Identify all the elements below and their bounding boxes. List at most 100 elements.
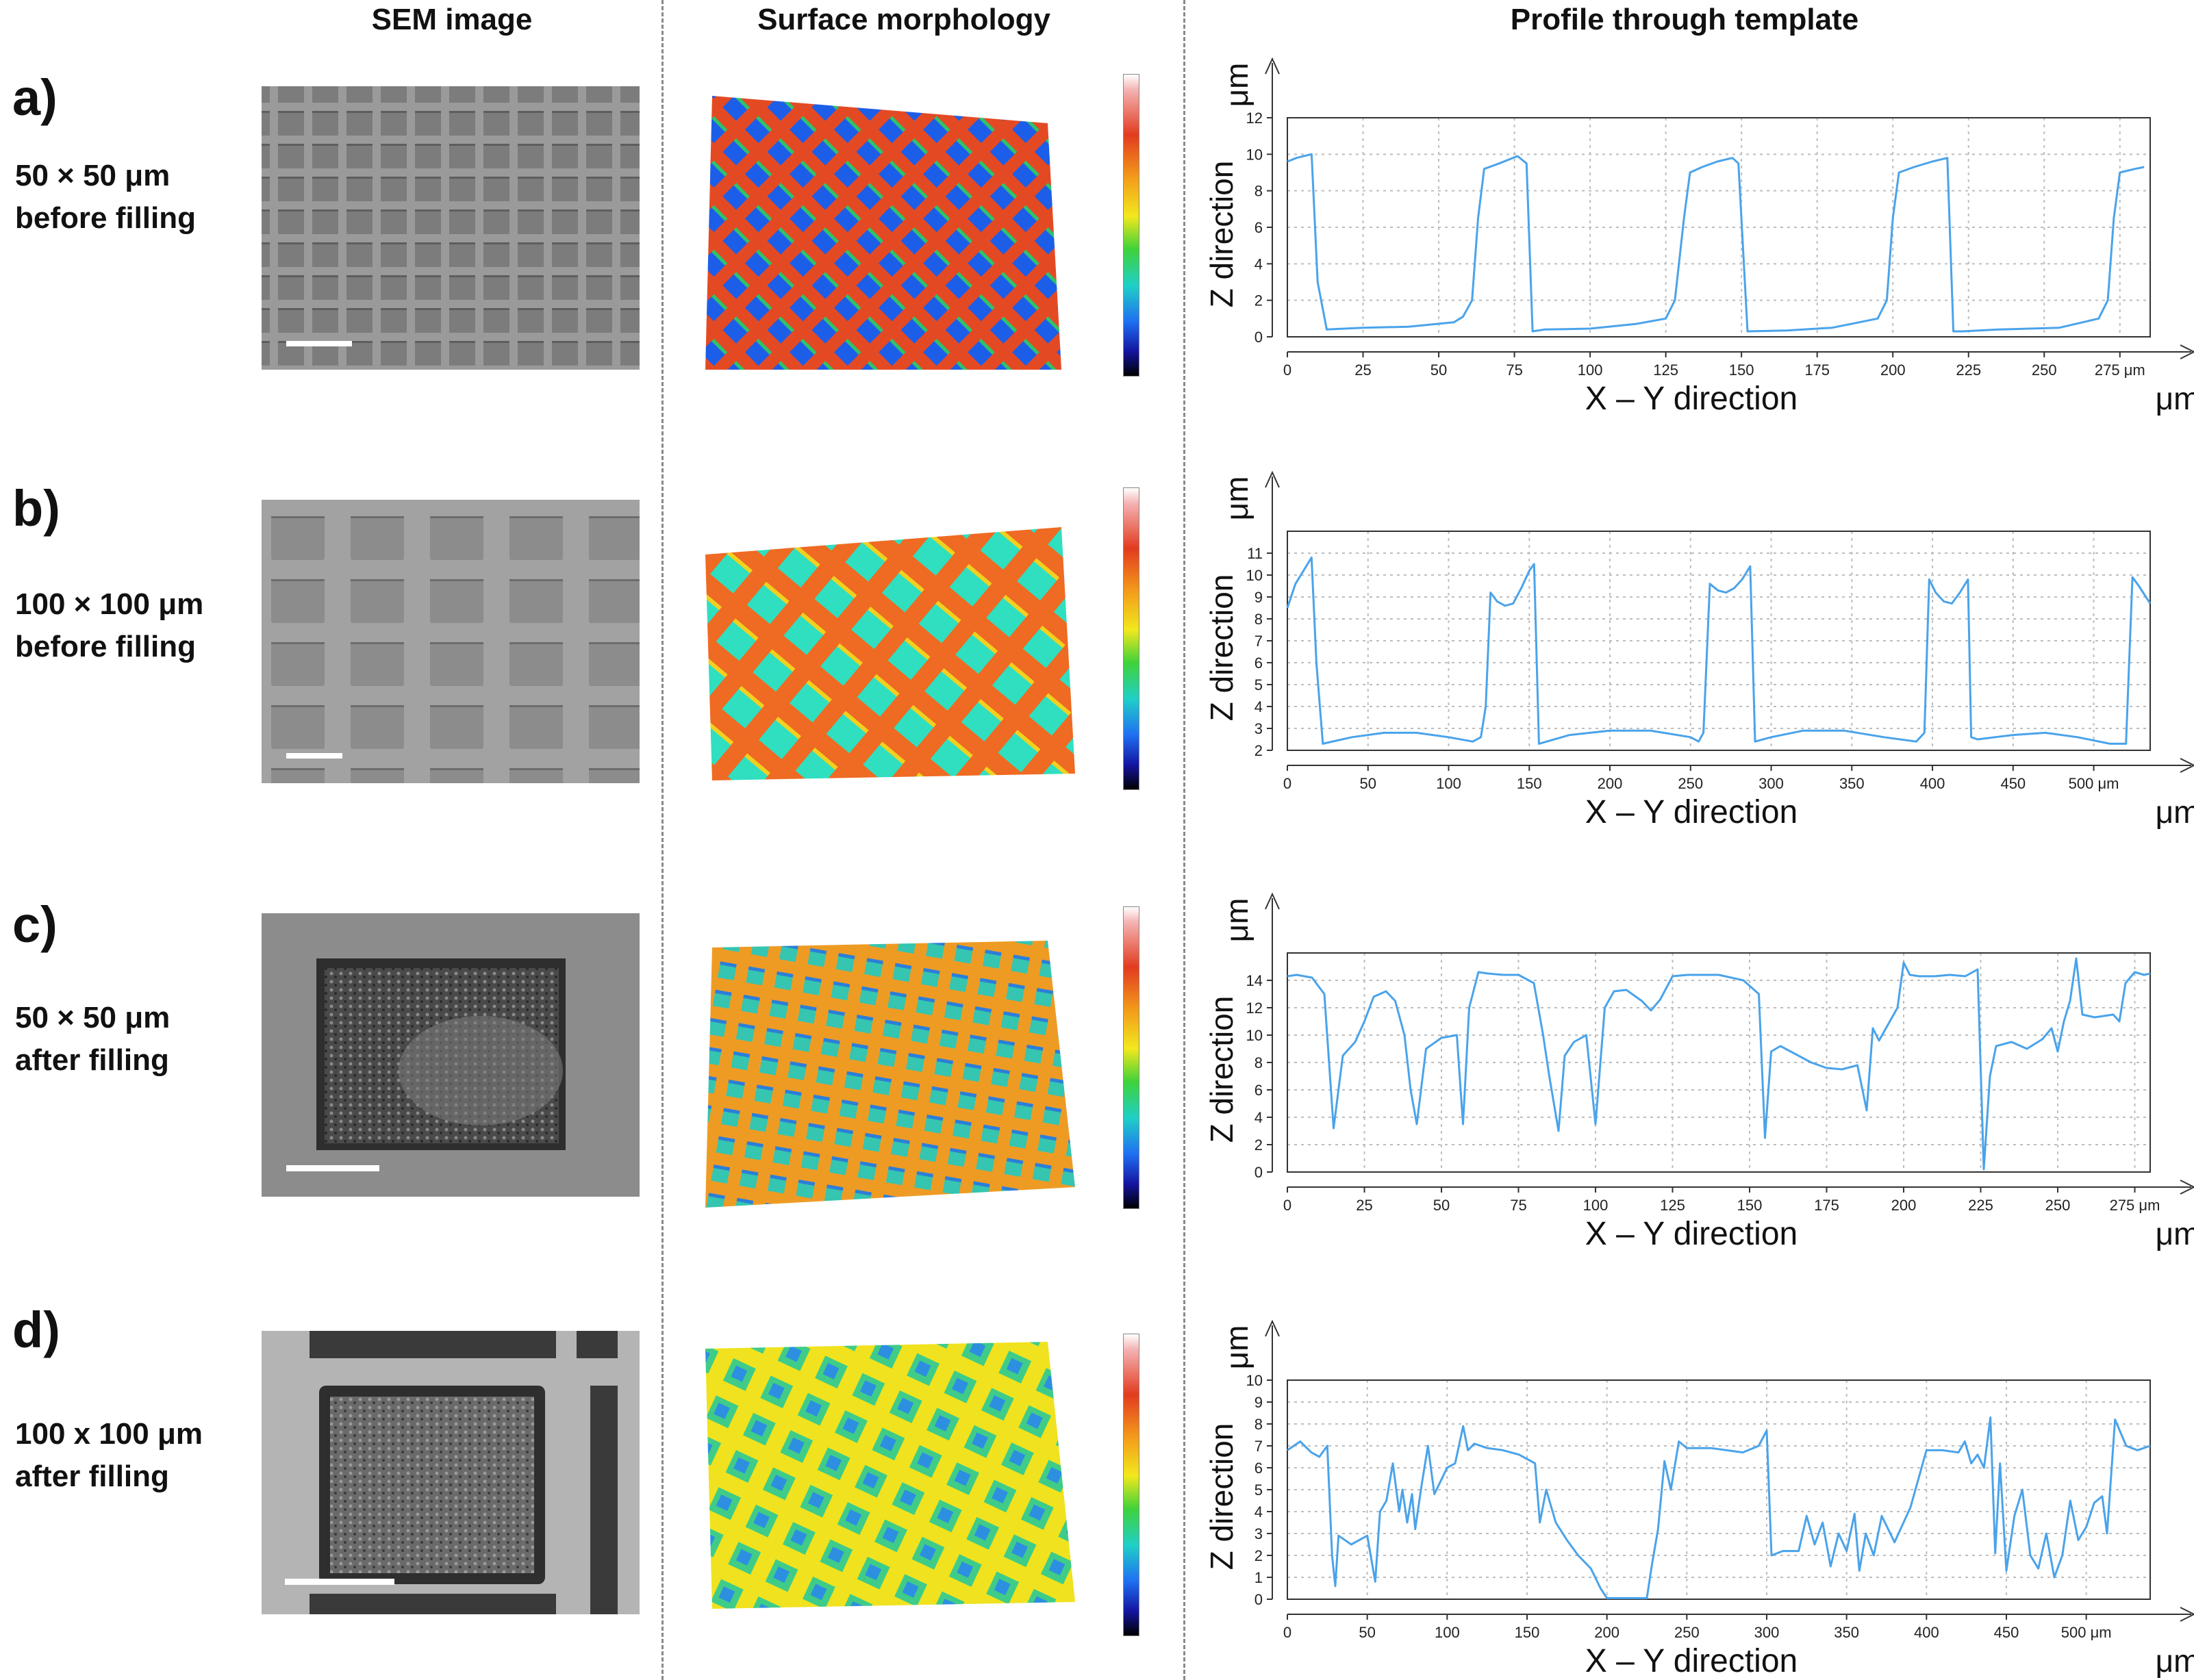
profile-series-line: [1286, 556, 2152, 745]
y-tick-label: 6: [1254, 219, 1263, 236]
y-tick-label: 2: [1254, 1136, 1263, 1154]
x-tick-label: 150: [1737, 1197, 1763, 1214]
x-axis-arrow: [2180, 1180, 2194, 1195]
x-tick-label: 400: [1914, 1624, 1939, 1641]
y-tick-label: 6: [1254, 654, 1263, 672]
column-separator-1: [661, 0, 664, 1680]
x-axis-arrow: [2180, 344, 2194, 359]
y-unit-label: μm: [1219, 1325, 1254, 1370]
y-tick-label: 0: [1254, 1591, 1263, 1608]
y-tick-label: 2: [1254, 1547, 1263, 1564]
y-tick-label: 5: [1254, 1481, 1263, 1499]
profile-series-line: [1287, 1416, 2151, 1599]
y-tick-label: 7: [1254, 1438, 1263, 1455]
x-tick-label: 150: [1515, 1624, 1540, 1641]
profile-chart-b-svg: 2 3 4 5 6 7 8 9 10 11 0 50 100 150 200 250 300 350 400 450 5…: [1204, 470, 2194, 830]
plot-frame: [1287, 531, 2151, 751]
y-axis-arrow: [1265, 57, 1280, 75]
profile-chart-b: 2 3 4 5 6 7 8 9 10 11 0 50 100 150 200 250 300 350 400 450 5…: [1204, 463, 2194, 830]
y-tick-label: 8: [1254, 611, 1263, 628]
col-header-sem: SEM image: [371, 3, 533, 36]
x-axis-title: X – Y direction: [1585, 381, 1798, 417]
plot-frame: [1287, 1379, 2151, 1600]
y-tick-label: 2: [1254, 292, 1263, 309]
x-tick-label: 75: [1506, 361, 1522, 379]
x-tick-label: 150: [1517, 775, 1542, 792]
sem-image-b: [262, 500, 640, 783]
x-tick-label: 50: [1360, 775, 1376, 792]
y-axis-title: Z direction: [1204, 996, 1239, 1143]
x-tick-label: 500 μm: [2069, 775, 2119, 792]
surface-morphology-c: [692, 920, 1089, 1242]
y-axis-title: Z direction: [1204, 574, 1239, 722]
y-tick-label: 1: [1254, 1569, 1263, 1586]
y-axis-arrow: [1265, 892, 1280, 910]
x-tick-label: 450: [1994, 1624, 2019, 1641]
y-tick-label: 6: [1254, 1460, 1263, 1477]
x-tick-label: 50: [1359, 1624, 1375, 1641]
row-a-letter: a): [12, 69, 58, 126]
x-unit-label: μm: [2156, 1216, 2194, 1251]
x-tick-label: 200: [1598, 775, 1623, 792]
x-tick-label: 50: [1430, 361, 1447, 379]
plot-frame: [1287, 952, 2151, 1173]
sem-image-d: [262, 1331, 640, 1614]
x-tick-label: 250: [2045, 1197, 2071, 1214]
x-tick-label: 75: [1510, 1197, 1526, 1214]
x-tick-label: 400: [1920, 775, 1945, 792]
profile-chart-d: 0 1 2 3 4 5 6 7 8 9 10 0 50 100 150 200 250 300 350 400 450 5…: [1204, 1312, 2194, 1679]
x-unit-label: μm: [2156, 794, 2194, 830]
profile-chart-a: 0 2 4 6 8 10 12 0 25 50 75 100 125 150 175 200 225 250 275…: [1204, 49, 2194, 417]
x-tick-label: 125: [1653, 361, 1678, 379]
surface-morphology-a: [692, 82, 1089, 404]
x-tick-label: 25: [1354, 361, 1371, 379]
plot-frame: [1287, 117, 2151, 338]
y-tick-label: 9: [1254, 589, 1263, 606]
column-separator-2: [1183, 0, 1185, 1680]
x-axis-title: X – Y direction: [1585, 1643, 1798, 1679]
x-tick-label: 100: [1435, 1624, 1460, 1641]
row-d-description: 100 x 100 μm after filling: [15, 1417, 203, 1493]
surface-morphology-b: [692, 507, 1089, 828]
x-unit-label: μm: [2156, 381, 2194, 416]
y-axis-title: Z direction: [1204, 1423, 1239, 1570]
colorbar-b: [1123, 487, 1139, 790]
x-tick-label: 250: [1678, 775, 1703, 792]
x-tick-label: 200: [1594, 1624, 1619, 1641]
x-tick-label: 200: [1880, 361, 1906, 379]
x-tick-label: 350: [1834, 1624, 1859, 1641]
x-axis-arrow: [2180, 758, 2194, 773]
x-axis-arrow: [2180, 1607, 2194, 1622]
y-unit-label: μm: [1219, 898, 1254, 943]
x-tick-label: 0: [1283, 1624, 1291, 1641]
x-tick-label: 250: [1674, 1624, 1700, 1641]
x-tick-label: 225: [1968, 1197, 1993, 1214]
y-tick-label: 4: [1254, 1503, 1263, 1520]
x-tick-label: 175: [1814, 1197, 1839, 1214]
col-header-profile: Profile through template: [1510, 3, 1859, 36]
y-unit-label: μm: [1219, 63, 1254, 107]
y-tick-label: 8: [1254, 1416, 1263, 1433]
y-tick-label: 3: [1254, 720, 1263, 737]
x-tick-label: 175: [1804, 361, 1830, 379]
x-unit-label: μm: [2156, 1643, 2194, 1679]
profile-series-line: [1287, 957, 2151, 1171]
y-tick-label: 10: [1246, 1027, 1263, 1044]
profile-series-line: [1287, 153, 2145, 333]
row-d-letter: d): [12, 1301, 60, 1358]
x-tick-label: 275 μm: [2110, 1197, 2160, 1214]
y-tick-label: 6: [1254, 1082, 1263, 1099]
y-tick-label: 4: [1254, 255, 1263, 272]
col-header-morph: Surface morphology: [757, 3, 1050, 36]
row-c-description: 50 × 50 μm after filling: [15, 1001, 171, 1077]
surface-morphology-d: [692, 1328, 1089, 1650]
y-tick-label: 10: [1246, 567, 1263, 584]
y-tick-label: 2: [1254, 742, 1263, 759]
sem-image-c: [262, 913, 640, 1197]
x-tick-label: 450: [2000, 775, 2026, 792]
row-a-description: 50 × 50 μm before filling: [15, 159, 196, 235]
y-tick-label: 12: [1246, 1000, 1263, 1017]
x-tick-label: 225: [1956, 361, 1981, 379]
y-tick-label: 8: [1254, 183, 1263, 200]
